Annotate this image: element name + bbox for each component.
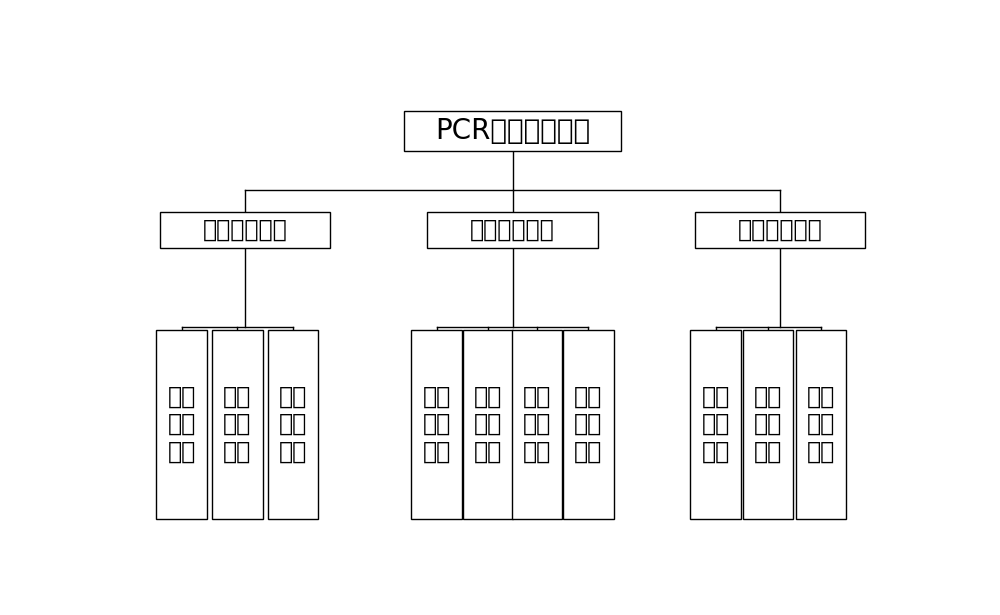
FancyBboxPatch shape xyxy=(404,111,621,151)
Text: 反应控制模块: 反应控制模块 xyxy=(738,218,822,242)
FancyBboxPatch shape xyxy=(411,330,462,519)
FancyBboxPatch shape xyxy=(463,330,513,519)
FancyBboxPatch shape xyxy=(743,330,793,519)
FancyBboxPatch shape xyxy=(796,330,846,519)
Text: 显示
提醒
模块: 显示 提醒 模块 xyxy=(574,384,603,464)
FancyBboxPatch shape xyxy=(427,212,598,248)
FancyBboxPatch shape xyxy=(156,330,207,519)
Text: 自动
判断
模块: 自动 判断 模块 xyxy=(223,384,252,464)
Text: 液位
监测
模块: 液位 监测 模块 xyxy=(422,384,451,464)
Text: 分析
判断
模块: 分析 判断 模块 xyxy=(523,384,551,464)
FancyBboxPatch shape xyxy=(512,330,562,519)
Text: 自动添加模块: 自动添加模块 xyxy=(203,218,288,242)
FancyBboxPatch shape xyxy=(212,330,263,519)
Text: 时间
控制
模块: 时间 控制 模块 xyxy=(754,384,782,464)
Text: 自动
启动
模块: 自动 启动 模块 xyxy=(279,384,307,464)
FancyBboxPatch shape xyxy=(563,330,614,519)
Text: 试剂监测模块: 试剂监测模块 xyxy=(470,218,555,242)
Text: 重量
检测
模块: 重量 检测 模块 xyxy=(167,384,196,464)
Text: PCR自动控制系统: PCR自动控制系统 xyxy=(435,117,590,145)
FancyBboxPatch shape xyxy=(690,330,741,519)
FancyBboxPatch shape xyxy=(268,330,318,519)
Text: 添加
计算
模块: 添加 计算 模块 xyxy=(474,384,502,464)
Text: 温度
控制
模块: 温度 控制 模块 xyxy=(701,384,730,464)
FancyBboxPatch shape xyxy=(160,212,330,248)
FancyBboxPatch shape xyxy=(695,212,865,248)
Text: 模板
设定
模块: 模板 设定 模块 xyxy=(807,384,835,464)
